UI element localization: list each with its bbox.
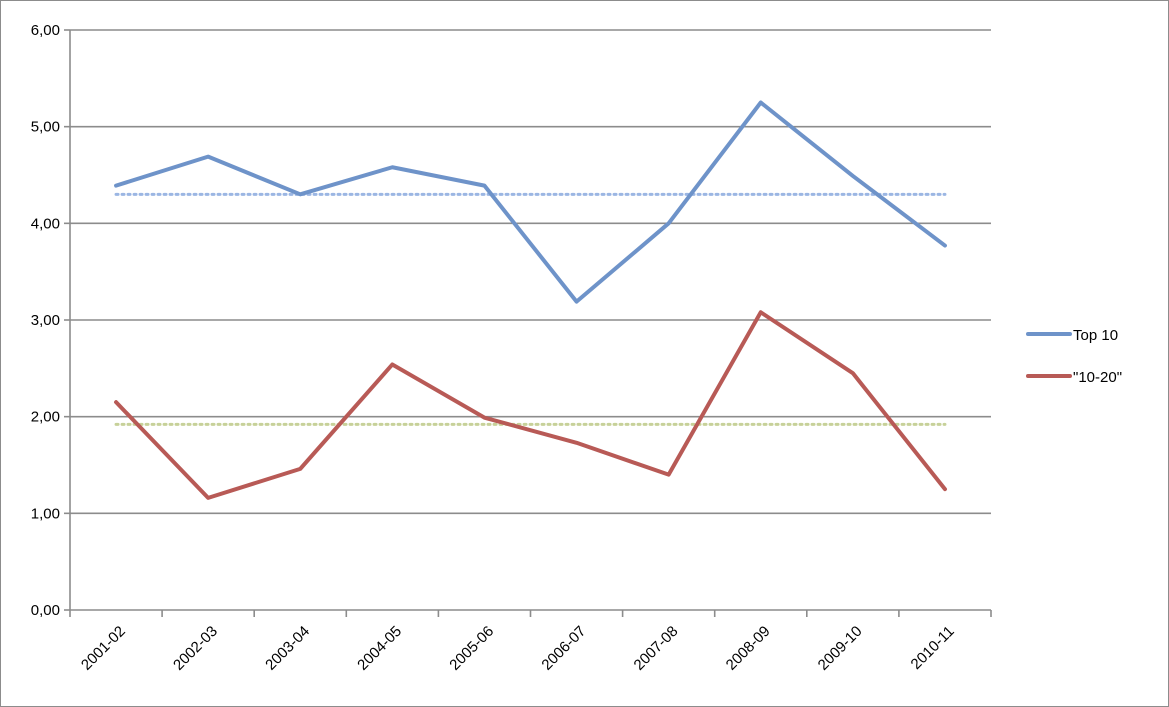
series-line-top-10 (114, 100, 947, 304)
x-tick-label: 2008-09 (723, 623, 774, 674)
y-tick-label: 6,00 (31, 22, 60, 39)
x-tick-label: 2010-11 (908, 623, 958, 673)
y-tick-label: 3,00 (31, 312, 60, 329)
x-tick-label: 2002-03 (170, 623, 221, 674)
legend-label: "10-20" (1073, 369, 1122, 386)
y-tick-label: 0,00 (31, 602, 60, 619)
x-tick-label: 2007-08 (631, 623, 682, 674)
series-line-10-20 (114, 310, 947, 500)
x-tick-label: 2005-06 (446, 623, 497, 674)
x-tick-label: 2009-10 (815, 623, 866, 674)
y-tick-label: 5,00 (31, 119, 60, 136)
axes: 0,00 1,00 2,00 3,00 4,00 5,00 6,00 2001-02 2002-… (31, 22, 992, 674)
x-tick-label: 2004-05 (354, 623, 405, 674)
series-lines (114, 100, 947, 500)
y-tick-label: 1,00 (31, 505, 60, 522)
x-tick-label: 2003-04 (262, 623, 313, 674)
legend-label: Top 10 (1073, 327, 1118, 344)
x-tick-label: 2006-07 (538, 623, 589, 674)
reference-lines (114, 192, 947, 426)
x-tick-label: 2001-02 (78, 623, 129, 674)
y-tick-label: 2,00 (31, 409, 60, 426)
gridlines (70, 29, 991, 515)
legend: Top 10 "10-20" (1026, 327, 1122, 386)
y-tick-label: 4,00 (31, 215, 60, 232)
